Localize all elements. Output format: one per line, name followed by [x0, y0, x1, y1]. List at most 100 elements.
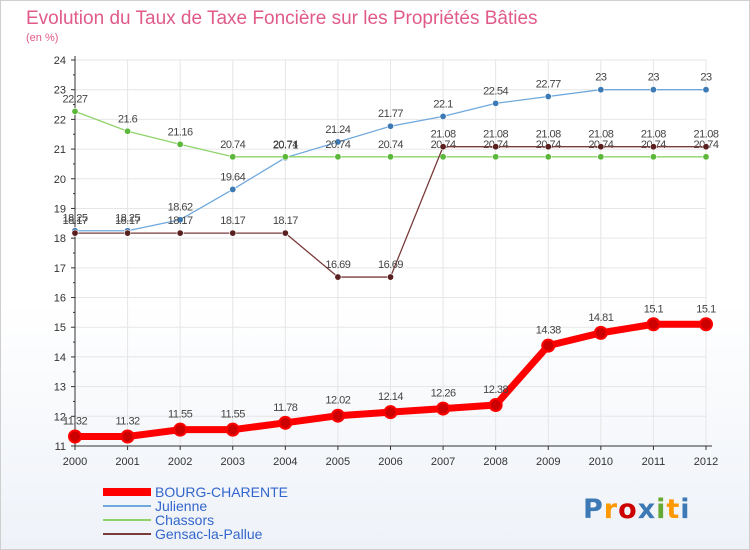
y-tick-label: 13	[54, 382, 66, 394]
data-point	[120, 429, 135, 444]
series-bourg-charente: 11.32 11.32 11.55 11.55 11.78 12.02 12.14 12.26…	[63, 303, 717, 444]
data-point	[492, 153, 500, 161]
data-point	[176, 140, 184, 148]
data-label: 11.55	[168, 409, 193, 421]
y-tick-label: 18	[54, 233, 66, 245]
data-label: 18.25	[115, 213, 140, 225]
data-point	[492, 99, 500, 107]
data-label: 20.74	[325, 139, 350, 151]
y-tick-label: 12	[54, 411, 66, 423]
data-point	[597, 143, 605, 151]
data-label: 14.38	[536, 325, 561, 337]
data-point	[229, 185, 237, 193]
logo-letter: i	[680, 494, 690, 525]
grid	[74, 59, 707, 447]
data-point	[176, 229, 184, 237]
data-point	[71, 107, 79, 115]
data-point	[702, 86, 710, 94]
data-point	[702, 153, 710, 161]
data-label: 21.08	[588, 129, 613, 141]
x-tick-label: 2010	[589, 456, 613, 468]
data-point	[436, 401, 451, 416]
data-point	[334, 153, 342, 161]
data-point	[330, 408, 345, 423]
data-label: 12.14	[378, 391, 403, 403]
y-tick-label: 24	[54, 55, 66, 67]
data-point	[386, 273, 394, 281]
legend-item: Gensac-la-Pallue	[103, 526, 263, 542]
y-tick-label: 19	[54, 203, 66, 215]
data-label: 22.77	[536, 79, 561, 91]
series-gensac-la-pallue: 18.17 18.17 18.17 18.17 18.17 16.69 16.69 21.08…	[62, 129, 719, 281]
data-point	[281, 153, 289, 161]
data-point	[124, 127, 132, 135]
data-label: 20.71	[273, 140, 298, 152]
logo-letter: t	[666, 494, 680, 525]
proxiti-logo: Proxiti	[583, 494, 690, 525]
data-label: 21.08	[641, 129, 666, 141]
y-tick-label: 14	[54, 352, 66, 364]
x-tick-label: 2011	[642, 456, 666, 468]
data-label: 21.16	[168, 126, 193, 138]
series-julienne: 18.25 18.25 18.62 19.64 20.71 21.24 21.77 22.1 2…	[62, 72, 712, 235]
series-layer: 18.25 18.25 18.62 19.64 20.71 21.24 21.77 22.1 2…	[62, 72, 719, 444]
data-point	[649, 143, 657, 151]
data-label: 21.08	[483, 129, 508, 141]
data-label: 16.69	[325, 259, 350, 271]
logo-letter: P	[583, 494, 604, 525]
data-label: 21.08	[431, 129, 456, 141]
data-point	[649, 86, 657, 94]
data-point	[597, 153, 605, 161]
logo-letter: o	[618, 494, 638, 525]
data-label: 18.62	[168, 202, 193, 214]
legend-label: Gensac-la-Pallue	[155, 526, 263, 542]
legend-item: Julienne	[103, 498, 207, 514]
data-label: 18.17	[273, 215, 298, 227]
legend-label: BOURG-CHARENTE	[155, 484, 288, 500]
data-label: 12.38	[483, 384, 508, 396]
y-tick-label: 23	[54, 85, 66, 97]
chart-title: Evolution du Taux de Taxe Foncière sur l…	[26, 8, 538, 29]
data-label: 21.24	[325, 124, 350, 136]
data-point	[544, 93, 552, 101]
data-label: 15.1	[696, 303, 716, 315]
x-tick-label: 2000	[63, 456, 87, 468]
data-label: 21.77	[378, 108, 403, 120]
data-point	[439, 143, 447, 151]
data-label: 21.08	[536, 129, 561, 141]
y-tick-label: 20	[54, 174, 66, 186]
data-label: 18.17	[220, 215, 245, 227]
data-label: 18.17	[168, 215, 193, 227]
legend-item: BOURG-CHARENTE	[103, 484, 288, 500]
data-point	[649, 153, 657, 161]
y-tick-label: 22	[54, 114, 66, 126]
data-point	[699, 317, 713, 332]
data-point	[229, 153, 237, 161]
data-point	[176, 216, 184, 224]
data-point	[544, 143, 552, 151]
data-label: 20.74	[378, 139, 403, 151]
data-label: 23	[648, 72, 660, 84]
x-tick-label: 2009	[536, 456, 560, 468]
data-point	[278, 415, 293, 430]
data-label: 21.08	[693, 129, 718, 141]
data-label: 20.74	[273, 139, 298, 151]
y-tick-label: 17	[54, 263, 66, 275]
data-point	[334, 138, 342, 146]
data-point	[386, 122, 394, 130]
y-tick-label: 15	[54, 322, 66, 334]
legend: BOURG-CHARENTEJulienneChassorsGensac-la-…	[103, 484, 288, 542]
data-label: 11.55	[221, 409, 246, 421]
x-tick-label: 2001	[115, 456, 139, 468]
data-label: 22.1	[433, 98, 453, 110]
x-tick-label: 2006	[378, 456, 402, 468]
data-point	[383, 405, 398, 420]
x-tick-label: 2012	[694, 456, 718, 468]
chart-subtitle: (en %)	[26, 32, 58, 44]
data-label: 22.54	[483, 85, 508, 97]
logo-letter: r	[604, 494, 618, 525]
data-label: 12.26	[431, 388, 456, 400]
data-point	[439, 153, 447, 161]
data-label: 15.1	[644, 303, 664, 315]
